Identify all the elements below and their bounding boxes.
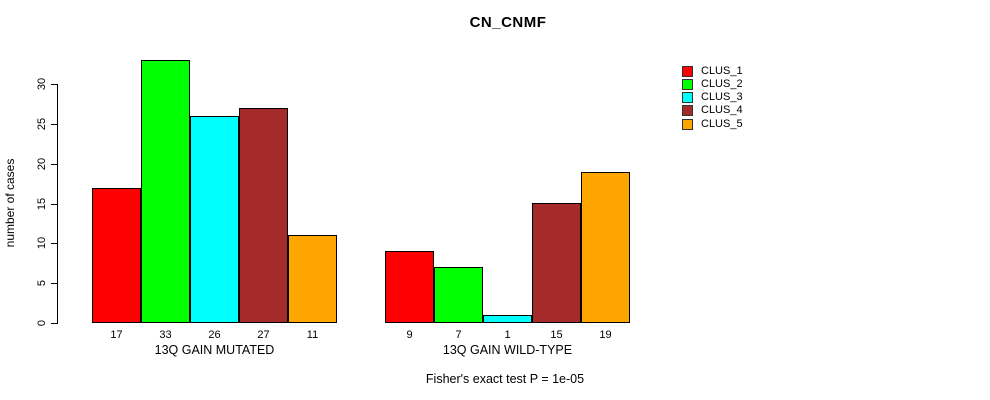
legend-item: CLUS_1 [682, 65, 743, 77]
bar-value-label: 9 [406, 329, 413, 341]
y-tick-label: 30 [36, 77, 48, 91]
chart-title: CN_CNMF [469, 14, 547, 31]
legend-item: CLUS_4 [682, 104, 743, 116]
bar-value-label: 1 [504, 329, 511, 341]
bar-value-label: 11 [306, 329, 319, 341]
y-tick-label: 0 [36, 319, 48, 327]
bar-value-label: 17 [110, 329, 123, 341]
y-tick-mark [51, 323, 58, 324]
legend-item: CLUS_5 [682, 118, 743, 130]
y-tick-label: 25 [36, 117, 48, 131]
bar-clus_4-group2 [532, 203, 581, 323]
bar-value-label: 33 [159, 329, 172, 341]
y-tick-label: 20 [36, 157, 48, 171]
y-tick-label: 5 [36, 279, 48, 287]
legend-color-swatch [682, 78, 693, 90]
y-tick-mark [51, 164, 58, 165]
y-axis-label: number of cases [3, 158, 17, 248]
y-tick-mark [51, 243, 58, 244]
legend-item-label: CLUS_5 [701, 118, 743, 130]
legend-item-label: CLUS_2 [701, 78, 743, 90]
bar-clus_1-group1 [92, 188, 141, 323]
y-tick-label: 15 [36, 197, 48, 211]
y-tick-mark [51, 124, 58, 125]
y-tick-mark [51, 84, 58, 85]
bar-clus_5-group2 [581, 172, 630, 323]
y-tick-mark [51, 283, 58, 284]
legend-item: CLUS_3 [682, 91, 743, 103]
bar-value-label: 27 [257, 329, 270, 341]
legend-color-swatch [682, 91, 693, 103]
bar-clus_5-group1 [288, 235, 337, 323]
footer-annotation: Fisher's exact test P = 1e-05 [425, 372, 585, 386]
bar-clus_1-group2 [385, 251, 434, 323]
bar-value-label: 26 [208, 329, 221, 341]
legend-item-label: CLUS_1 [701, 65, 743, 77]
bar-clus_2-group2 [434, 267, 483, 323]
legend-item-label: CLUS_3 [701, 91, 743, 103]
group-label: 13Q GAIN WILD-TYPE [442, 343, 573, 357]
bar-value-label: 7 [455, 329, 462, 341]
bar-clus_3-group1 [190, 116, 239, 323]
legend-color-swatch [682, 118, 693, 130]
legend-item: CLUS_2 [682, 78, 743, 90]
bar-clus_4-group1 [239, 108, 288, 323]
bar-clus_3-group2 [483, 315, 532, 323]
bar-value-label: 15 [550, 329, 563, 341]
legend-color-swatch [682, 104, 693, 116]
bar-clus_2-group1 [141, 60, 190, 323]
y-tick-label: 10 [36, 236, 48, 250]
legend-color-swatch [682, 65, 693, 77]
bar-value-label: 19 [599, 329, 612, 341]
group-label: 13Q GAIN MUTATED [154, 343, 275, 357]
y-tick-mark [51, 204, 58, 205]
legend-item-label: CLUS_4 [701, 104, 743, 116]
